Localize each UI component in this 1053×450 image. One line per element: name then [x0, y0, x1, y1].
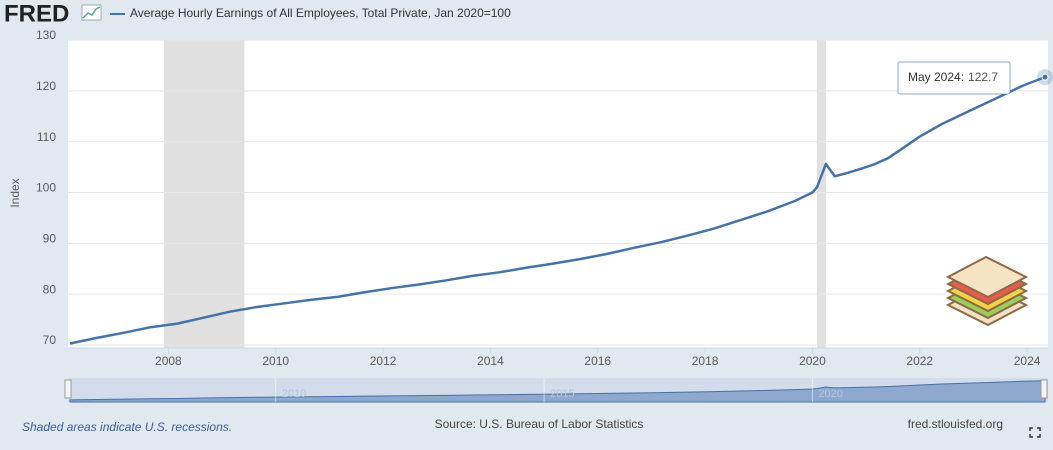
y-tick-label: 70: [43, 333, 57, 347]
hover-point: [1041, 73, 1049, 81]
logo: FRED: [4, 0, 69, 27]
x-tick-label: 2012: [370, 354, 397, 368]
navigator-handle[interactable]: [64, 379, 72, 399]
x-tick-label: 2016: [584, 354, 611, 368]
site-link[interactable]: fred.stlouisfed.org: [908, 417, 1003, 431]
navigator-plot: [69, 380, 1046, 403]
y-tick-label: 90: [43, 232, 57, 246]
navigator-handle[interactable]: [1040, 379, 1048, 399]
x-tick-label: 2010: [262, 354, 289, 368]
logo-icon: [81, 4, 102, 21]
y-tick-label: 100: [36, 181, 56, 195]
tooltip-value: 122.7: [968, 70, 998, 84]
x-tick-label: 2022: [906, 354, 933, 368]
plot: [68, 39, 1053, 348]
recession-band: [816, 40, 826, 348]
recession-note: Shaded areas indicate U.S. recessions.: [22, 420, 232, 434]
x-tick-label: 2020: [799, 354, 826, 368]
navigator-tick-label: 2015: [550, 388, 574, 400]
x-tick-label: 2008: [155, 354, 182, 368]
recession-band: [163, 40, 245, 348]
fullscreen-button[interactable]: [1029, 427, 1041, 438]
legend-label[interactable]: Average Hourly Earnings of All Employees…: [130, 6, 511, 20]
x-tick-label: 2024: [1014, 354, 1041, 368]
navigator-tick-label: 2010: [282, 388, 306, 400]
source: Source: U.S. Bureau of Labor Statistics: [435, 417, 644, 431]
x-tick-label: 2018: [692, 354, 719, 368]
sandwich-icon: [945, 255, 1029, 327]
y-tick-label: 80: [43, 282, 57, 296]
y-tick-label: 110: [37, 130, 56, 144]
navigator-area: [69, 380, 1046, 403]
y-axis-label: Index: [8, 178, 22, 207]
x-tick-label: 2014: [477, 354, 504, 368]
navigator-tick-label: 2020: [818, 388, 842, 400]
tooltip-label: May 2024:: [908, 70, 964, 84]
y-tick-label: 120: [36, 79, 56, 93]
y-tick-label: 130: [36, 28, 56, 42]
tooltip-box: [897, 61, 1011, 95]
series-line: [69, 75, 1046, 345]
